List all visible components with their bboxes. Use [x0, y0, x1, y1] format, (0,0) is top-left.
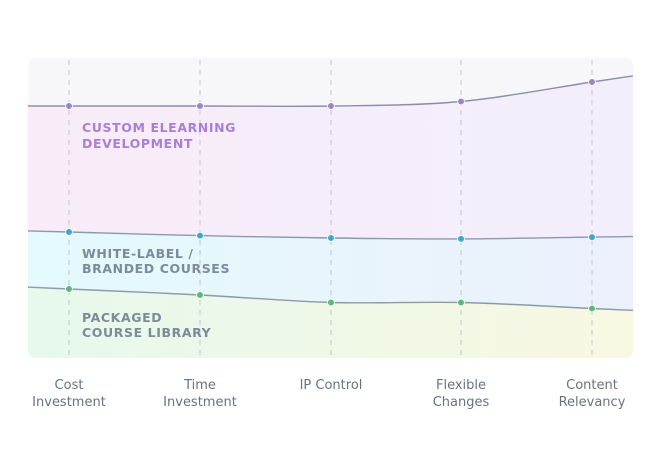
data-point-s2-0 [65, 285, 73, 293]
data-point-s1-2 [327, 234, 335, 242]
data-point-s0-0 [65, 102, 73, 110]
x-tick-label-0-1: Investment [32, 395, 106, 410]
x-tick-label-2-0: IP Control [300, 378, 363, 393]
x-tick-label-4-0: Content [566, 378, 618, 393]
x-tick-label-1-1: Investment [163, 395, 237, 410]
x-tick-label-3-1: Changes [433, 395, 490, 410]
series-label-1-0: WHITE-LABEL / [82, 246, 194, 261]
series-label-0-1: DEVELOPMENT [82, 136, 193, 151]
series-label-2-0: PACKAGED [82, 310, 162, 325]
series-label-0-0: CUSTOM ELEARNING [82, 120, 236, 135]
data-point-s2-2 [327, 298, 335, 307]
data-point-s2-3 [457, 298, 465, 307]
series-label-2-1: COURSE LIBRARY [82, 325, 212, 340]
data-point-s1-3 [457, 235, 465, 243]
data-point-s0-4 [588, 78, 596, 86]
x-tick-label-3-0: Flexible [436, 378, 486, 393]
data-point-s0-1 [196, 102, 204, 110]
x-tick-label-0-0: Cost [55, 378, 84, 393]
series-label-1-1: BRANDED COURSES [82, 261, 230, 276]
data-point-s1-0 [65, 228, 73, 236]
data-point-s0-2 [327, 102, 335, 110]
data-point-s1-4 [588, 233, 596, 241]
data-point-s2-1 [196, 291, 204, 299]
data-point-s2-4 [588, 304, 596, 313]
x-tick-label-4-1: Relevancy [559, 395, 626, 410]
data-point-s0-3 [457, 97, 465, 106]
x-tick-label-1-0: Time [183, 378, 216, 393]
data-point-s1-1 [196, 231, 204, 240]
band-packaged-library [28, 287, 633, 358]
